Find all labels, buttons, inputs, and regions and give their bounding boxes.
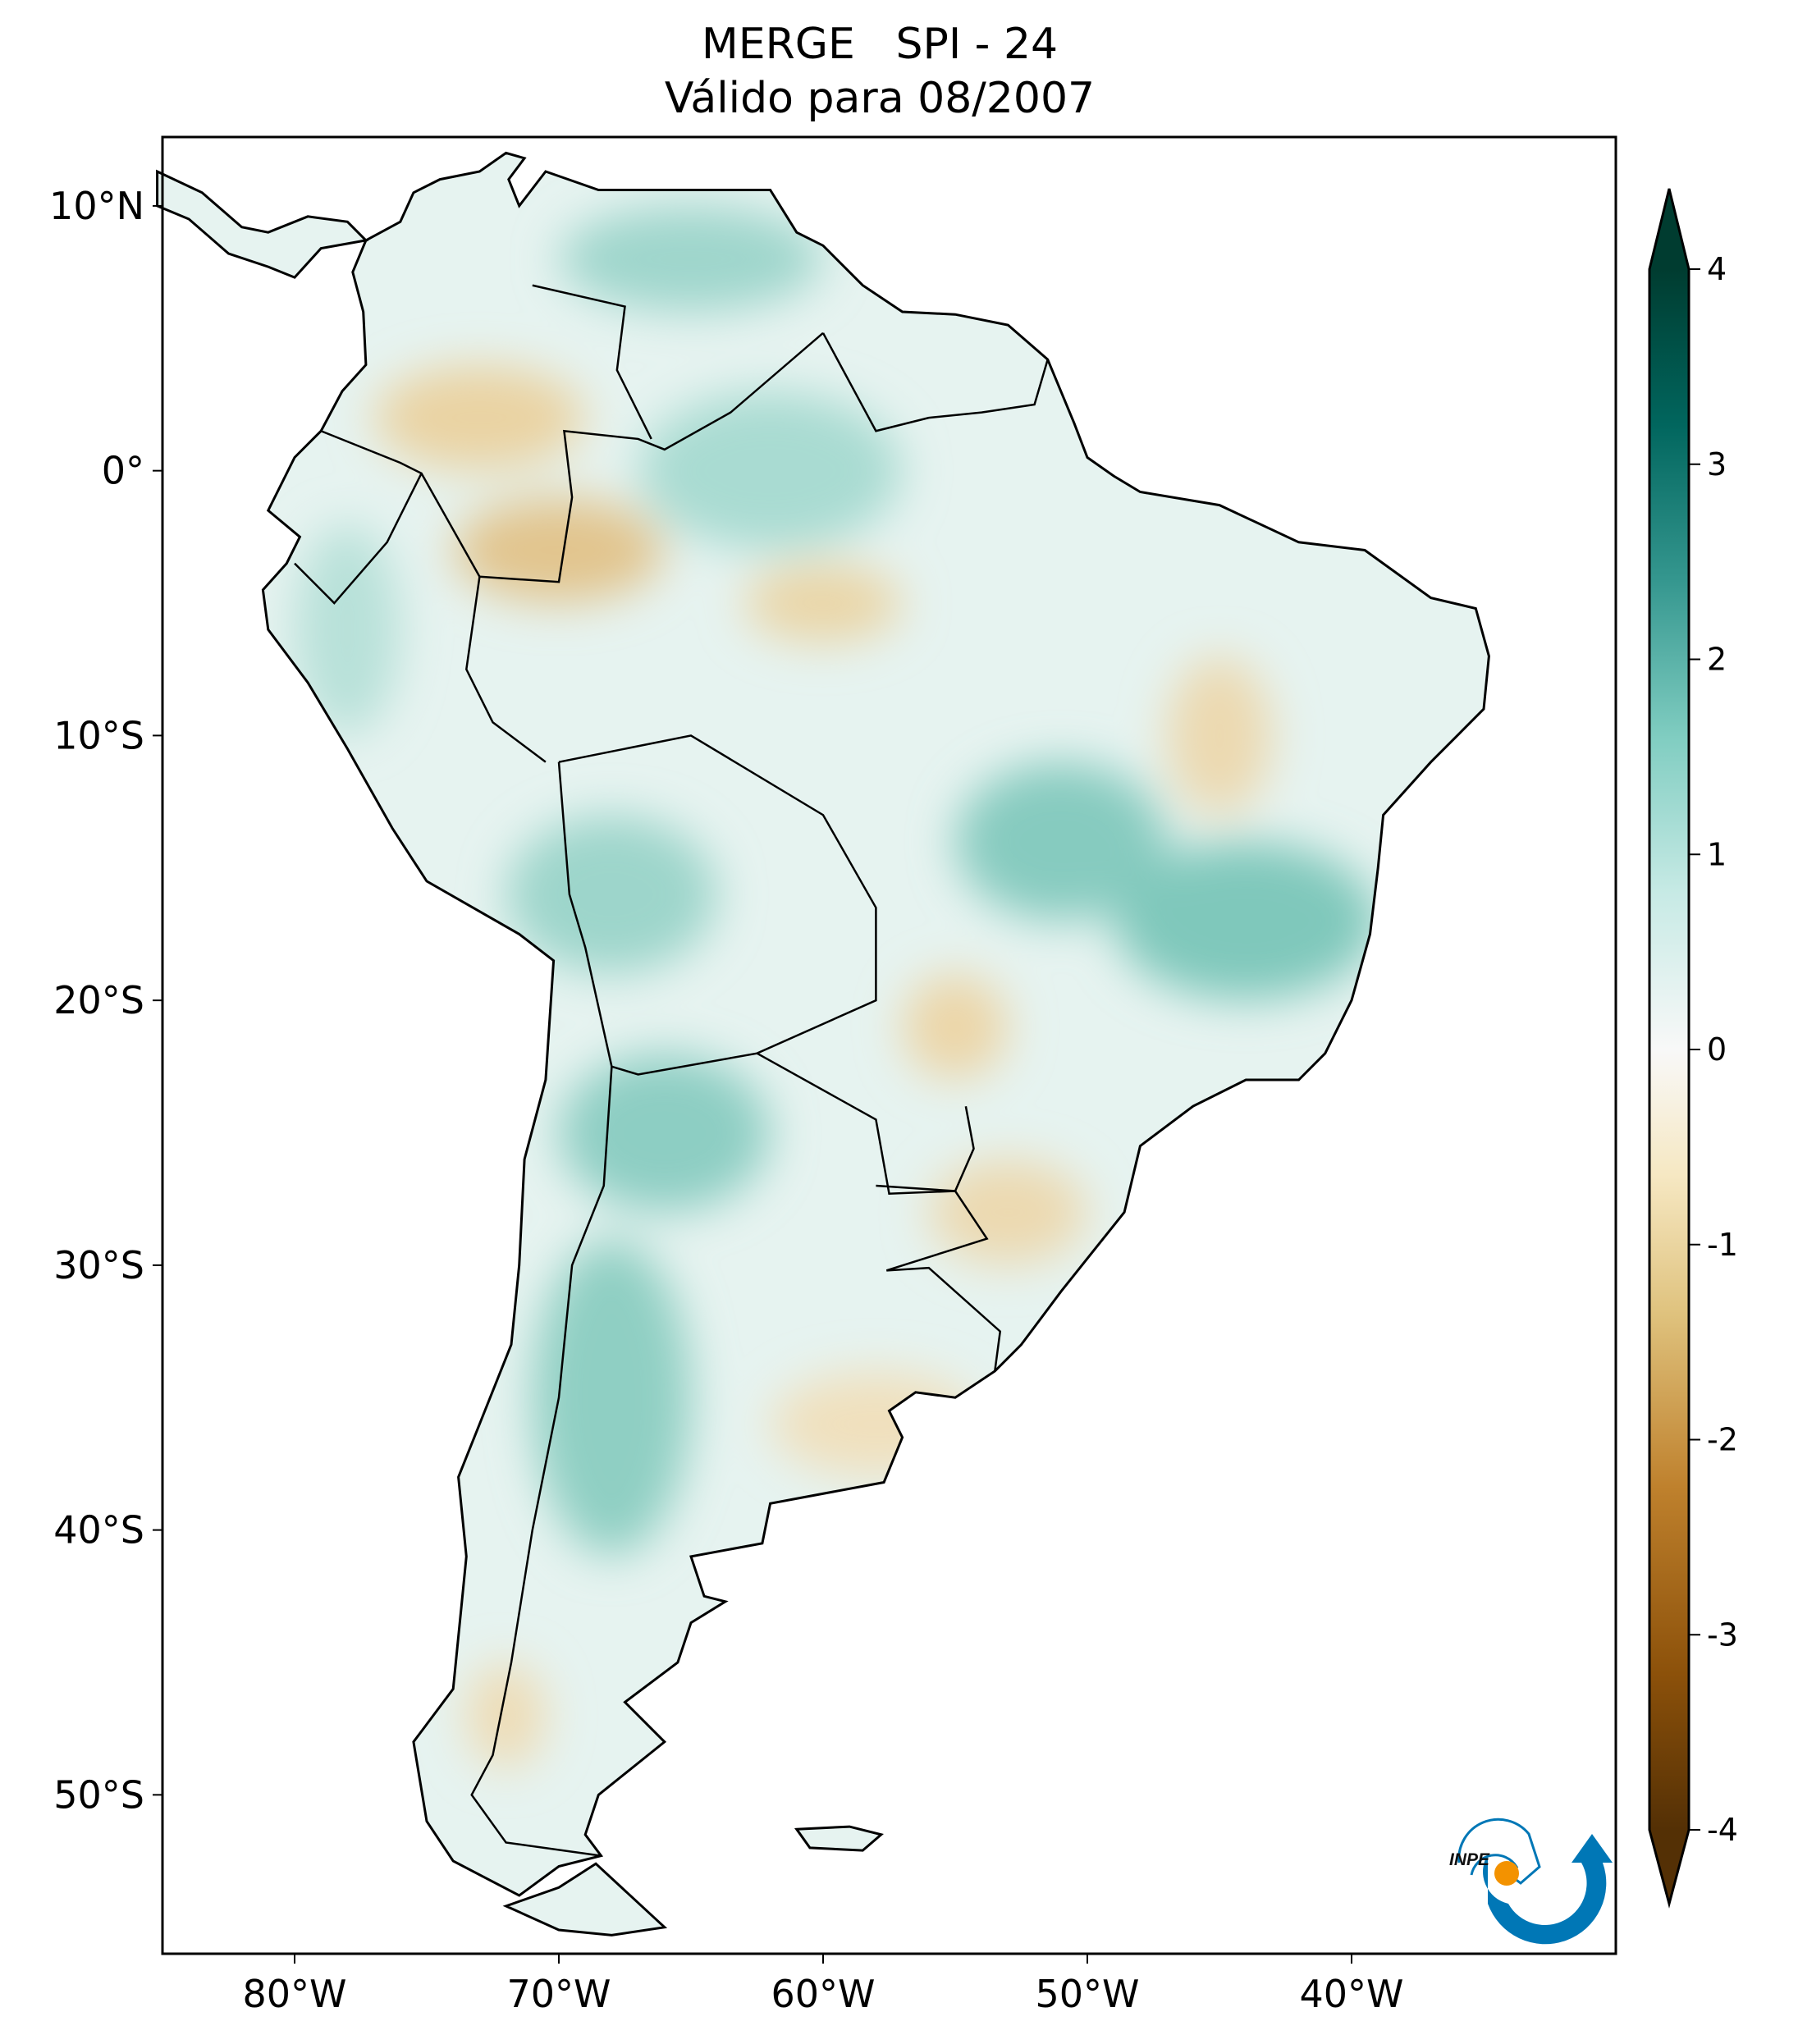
svg-text:INPE: INPE [1449,1850,1490,1869]
colorbar-tick-label: 4 [1707,251,1727,287]
y-tick-label: 30°S [53,1243,144,1287]
country-border [532,284,652,440]
colorbar-tick-label: -1 [1707,1227,1738,1263]
plot-frame [161,135,1617,1955]
country-border [320,430,481,578]
y-tick-label: 20°S [53,978,144,1022]
colorbar-tick-label: 3 [1707,446,1727,482]
y-tick-label: 10°S [53,713,144,757]
chart-subtitle: Válido para 08/2007 [664,74,1096,123]
y-tick-label: 40°S [53,1508,144,1552]
colorbar-tick-label: 0 [1707,1031,1727,1068]
x-tick-label: 40°W [1299,1972,1403,2016]
colorbar-tick-label: -3 [1707,1616,1738,1653]
country-border [465,576,547,763]
x-tick-label: 50°W [1035,1972,1139,2016]
country-border [886,1266,1002,1372]
x-tick-label: 80°W [242,1972,346,2016]
chart-title: MERGE SPI - 24 [701,20,1059,69]
x-tick-label: 60°W [771,1972,875,2016]
colorbar-extend-min [1649,1830,1689,1904]
inpe-logo: INPE [1449,1818,1613,1945]
y-tick-label: 10°N [49,184,144,228]
y-tick-label: 50°S [53,1772,144,1817]
colorbar: 4 3 2 1 0 -1 -2 -3 -4 [1648,188,1738,1909]
country-border [470,1066,613,1857]
colorbar-tick-label: -4 [1707,1812,1738,1848]
colorbar-extend-max [1649,189,1689,269]
country-border [756,1052,975,1196]
country-border [821,332,1049,432]
country-border [294,473,423,605]
colorbar-tick-label: -2 [1707,1422,1738,1458]
x-tick-label: 70°W [506,1972,611,2016]
colorbar-tick-label: 1 [1707,836,1727,872]
colorbar-tick-label: 2 [1707,642,1727,678]
country-border [876,1184,989,1272]
colorbar-gradient [1649,269,1689,1830]
coastline [156,151,1490,1937]
land-field [156,151,1490,1937]
country-border [479,332,824,583]
y-tick-label: 0° [102,449,144,493]
